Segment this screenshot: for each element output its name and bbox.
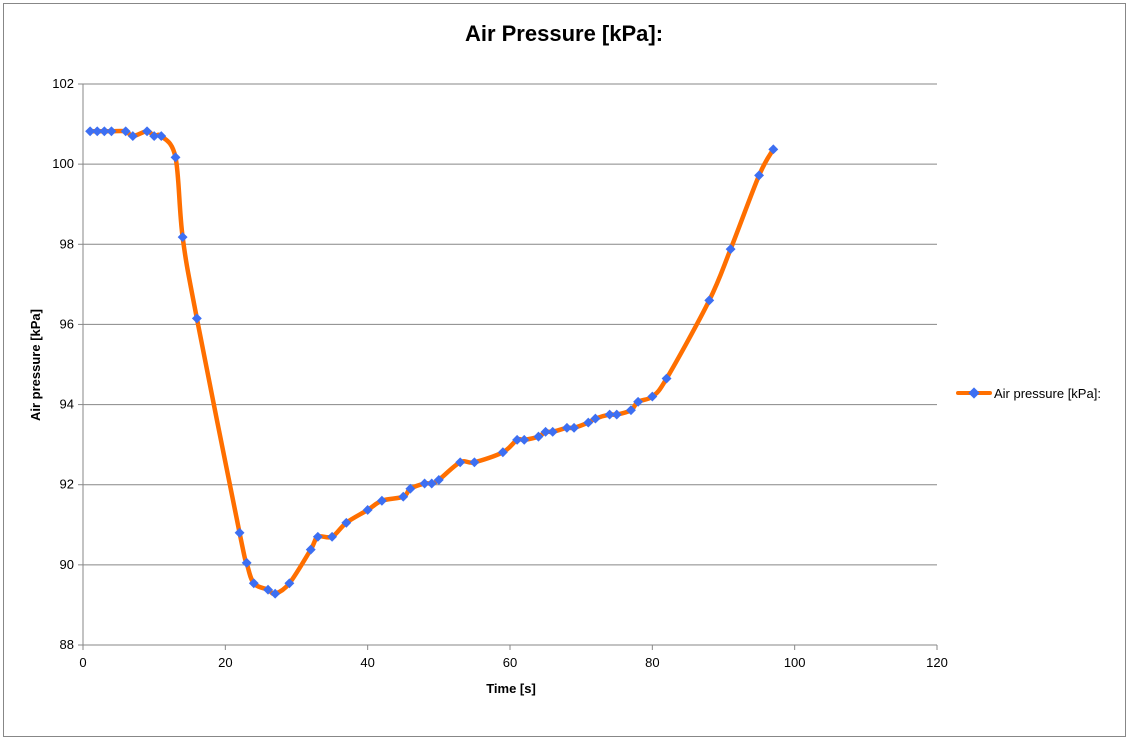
x-axis-title: Time [s] <box>486 681 536 696</box>
data-point-marker <box>547 426 558 437</box>
data-point-marker <box>583 417 594 428</box>
data-point-marker <box>92 126 103 137</box>
data-point-marker <box>99 126 110 137</box>
data-point-marker <box>312 531 323 542</box>
data-point-marker <box>647 391 658 402</box>
data-point-marker <box>191 313 202 324</box>
data-point-marker <box>519 434 530 445</box>
data-point-marker <box>405 483 416 494</box>
data-point-marker <box>234 527 245 538</box>
gridlines <box>83 83 937 566</box>
data-point-marker <box>127 131 138 142</box>
data-point-marker <box>248 578 259 589</box>
y-tick-label: 88 <box>60 637 74 652</box>
data-point-marker <box>305 544 316 555</box>
data-point-marker <box>177 232 188 243</box>
data-point-marker <box>341 517 352 528</box>
axes <box>78 83 938 650</box>
y-tick-label: 92 <box>60 477 74 492</box>
data-point-marker <box>419 478 430 489</box>
x-tick-label: 120 <box>926 655 948 670</box>
data-point-marker <box>611 409 622 420</box>
y-tick-label: 90 <box>60 557 74 572</box>
data-point-marker <box>661 373 672 384</box>
data-point-marker <box>626 405 636 416</box>
data-point-marker <box>561 422 572 433</box>
x-tick-label: 0 <box>79 655 86 670</box>
data-point-marker <box>263 584 273 595</box>
x-tick-label: 40 <box>360 655 374 670</box>
data-point-marker <box>569 422 579 433</box>
data-point-marker <box>241 557 252 568</box>
legend: Air pressure [kPa]: <box>956 386 1101 401</box>
chart-title: Air Pressure [kPa]: <box>465 21 663 46</box>
data-point-marker <box>768 144 779 155</box>
legend-label: Air pressure [kPa]: <box>994 386 1101 401</box>
y-tick-label: 98 <box>60 236 74 251</box>
data-point-marker <box>376 495 387 506</box>
series-layer <box>85 126 779 599</box>
data-point-marker <box>433 474 444 485</box>
x-tick-label: 20 <box>218 655 232 670</box>
series-line <box>87 128 776 597</box>
chart-frame: Air Pressure [kPa]: 88 90 92 94 96 98 100 102 0 2… <box>3 3 1126 737</box>
legend-swatch-marker <box>968 387 980 399</box>
data-point-marker <box>106 126 117 137</box>
data-point-marker <box>533 431 544 442</box>
data-point-marker <box>362 505 373 515</box>
data-point-marker <box>540 426 551 437</box>
data-point-marker <box>85 126 96 137</box>
x-tick-label: 60 <box>503 655 517 670</box>
y-tick-label: 96 <box>60 316 74 331</box>
data-point-marker <box>512 434 523 445</box>
x-tick-label: 80 <box>645 655 659 670</box>
data-point-marker <box>120 126 131 137</box>
data-point-marker <box>270 588 281 599</box>
data-point-marker <box>170 152 181 163</box>
data-point-marker <box>704 295 715 306</box>
data-point-marker <box>497 447 508 458</box>
data-point-marker <box>725 244 736 255</box>
y-tick-label: 100 <box>52 156 74 171</box>
data-point-marker <box>604 409 615 420</box>
data-point-marker <box>142 126 152 137</box>
y-axis-title: Air pressure [kPa] <box>28 309 43 421</box>
data-point-marker <box>633 396 644 407</box>
data-point-marker <box>754 170 765 181</box>
y-tick-label: 94 <box>60 397 74 412</box>
chart-svg: Air Pressure [kPa]: 88 90 92 94 96 98 100 102 0 2… <box>28 21 1101 696</box>
data-point-marker <box>149 131 160 142</box>
data-point-marker <box>590 413 601 424</box>
data-point-marker <box>284 578 295 589</box>
data-point-marker <box>455 457 466 468</box>
tick-labels: 88 90 92 94 96 98 100 102 0 20 40 60 80 100 120 <box>52 76 948 670</box>
data-point-marker <box>398 491 409 502</box>
data-point-marker <box>156 131 167 142</box>
y-tick-label: 102 <box>52 76 74 91</box>
x-tick-label: 100 <box>784 655 806 670</box>
data-point-marker <box>426 478 437 489</box>
data-point-marker <box>469 457 480 468</box>
data-point-marker <box>327 531 338 542</box>
